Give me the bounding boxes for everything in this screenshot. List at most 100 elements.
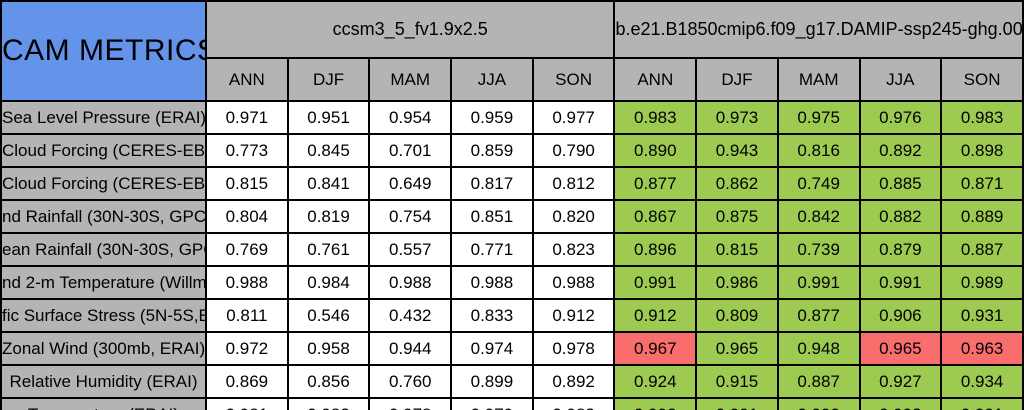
table-row: Sea Level Pressure (ERAI) 0.971 0.951 0.954… [0,100,1024,135]
metric-value-cell: 0.991 [776,265,861,300]
metric-value-cell: 0.887 [940,232,1024,267]
metric-value-cell: 0.816 [776,133,861,168]
metric-value-cell: 0.892 [858,133,943,168]
metric-value-cell: 0.815 [205,166,289,201]
metric-value-cell: 0.971 [205,100,289,135]
model-header-row: CAM METRICS ccsm3_5_fv1.9x2.5 b.e21.B185… [0,0,1024,102]
metric-value-cell: 0.989 [940,265,1024,300]
metric-value-cell: 0.992 [613,397,698,410]
metric-value-cell: 0.841 [286,166,371,201]
metric-value-cell: 0.924 [613,364,698,399]
season-header-jja: JJA [450,57,534,102]
metric-value-cell: 0.889 [940,199,1024,234]
metric-value-cell: 0.959 [450,100,534,135]
metric-value-cell: 0.927 [858,364,943,399]
metric-value-cell: 0.869 [205,364,289,399]
metric-value-cell: 0.790 [531,133,616,168]
metric-value-cell: 0.988 [368,265,453,300]
metric-value-cell: 0.833 [450,298,534,333]
metric-value-cell: 0.819 [286,199,371,234]
metric-label: nd 2-m Temperature (Willmo [0,265,207,300]
metric-value-cell: 0.991 [695,397,779,410]
metric-value-cell: 0.773 [205,133,289,168]
table-row: ean Rainfall (30N-30S, GPC 0.769 0.761 0.55… [0,232,1024,267]
metric-value-cell: 0.974 [450,331,534,366]
metric-value-cell: 0.885 [858,166,943,201]
metric-value-cell: 0.934 [940,364,1024,399]
metric-value-cell: 0.701 [368,133,453,168]
metric-value-cell: 0.804 [205,199,289,234]
metric-value-cell: 0.557 [368,232,453,267]
metric-value-cell: 0.983 [531,397,616,410]
table-row: Cloud Forcing (CERES-EB 0.773 0.845 0.701 0.… [0,133,1024,168]
metric-value-cell: 0.983 [286,397,371,410]
metric-value-cell: 0.978 [368,397,453,410]
metric-value-cell: 0.867 [613,199,698,234]
metric-value-cell: 0.887 [776,364,861,399]
metric-value-cell: 0.906 [858,298,943,333]
metric-value-cell: 0.817 [450,166,534,201]
metric-value-cell: 0.986 [695,265,779,300]
metric-label: Cloud Forcing (CERES-EB [0,133,207,168]
metric-value-cell: 0.859 [450,133,534,168]
metric-value-cell: 0.993 [858,397,943,410]
metric-value-cell: 0.965 [858,331,943,366]
metric-value-cell: 0.896 [613,232,698,267]
metric-value-cell: 0.769 [205,232,289,267]
metric-value-cell: 0.948 [776,331,861,366]
metric-value-cell: 0.931 [940,298,1024,333]
table-row: Zonal Wind (300mb, ERAI) 0.972 0.958 0.944 0… [0,331,1024,366]
season-header-ann: ANN [205,57,289,102]
metric-value-cell: 0.432 [368,298,453,333]
metric-value-cell: 0.912 [613,298,698,333]
season-header-djf: DJF [286,57,371,102]
metric-value-cell: 0.967 [613,331,698,366]
metric-value-cell: 0.944 [368,331,453,366]
metric-value-cell: 0.649 [368,166,453,201]
metric-value-cell: 0.882 [858,199,943,234]
metric-value-cell: 0.890 [613,133,698,168]
metric-value-cell: 0.842 [776,199,861,234]
metric-value-cell: 0.943 [695,133,779,168]
metric-value-cell: 0.761 [286,232,371,267]
season-header-son: SON [531,57,616,102]
metric-value-cell: 0.954 [368,100,453,135]
metric-value-cell: 0.984 [286,265,371,300]
metric-label: Temperature (ERAI) [0,397,207,410]
table-row: fic Surface Stress (5N-5S,E 0.811 0.546 0.4… [0,298,1024,333]
metric-value-cell: 0.988 [450,265,534,300]
metric-value-cell: 0.975 [776,100,861,135]
metric-label: fic Surface Stress (5N-5S,E [0,298,207,333]
metric-value-cell: 0.546 [286,298,371,333]
metric-value-cell: 0.812 [531,166,616,201]
metric-label: Zonal Wind (300mb, ERAI) [0,331,207,366]
metric-value-cell: 0.976 [858,100,943,135]
metric-value-cell: 0.749 [776,166,861,201]
metric-value-cell: 0.963 [940,331,1024,366]
metric-value-cell: 0.988 [531,265,616,300]
table-row: nd Rainfall (30N-30S, GPC 0.804 0.819 0.754… [0,199,1024,234]
metric-value-cell: 0.912 [531,298,616,333]
metric-value-cell: 0.879 [858,232,943,267]
season-header-djf: DJF [695,57,779,102]
table-row: nd 2-m Temperature (Willmo 0.988 0.984 0.98… [0,265,1024,300]
table-row: Relative Humidity (ERAI) 0.869 0.856 0.760 0… [0,364,1024,399]
metric-value-cell: 0.972 [205,331,289,366]
metric-value-cell: 0.973 [695,100,779,135]
metric-label: Cloud Forcing (CERES-EB [0,166,207,201]
table-body: Sea Level Pressure (ERAI) 0.971 0.951 0.954… [0,100,1024,410]
metric-value-cell: 0.820 [531,199,616,234]
metric-label: ean Rainfall (30N-30S, GPC [0,232,207,267]
metric-value-cell: 0.892 [531,364,616,399]
metric-value-cell: 0.991 [940,397,1024,410]
metric-value-cell: 0.981 [205,397,289,410]
metric-value-cell: 0.760 [368,364,453,399]
season-header-mam: MAM [368,57,453,102]
metric-label: Relative Humidity (ERAI) [0,364,207,399]
metric-value-cell: 0.739 [776,232,861,267]
table-title: CAM METRICS [0,0,207,102]
metric-value-cell: 0.983 [940,100,1024,135]
season-header-row: ANN DJF MAM JJA SON ANN DJF MAM JJA SON [1,57,1024,102]
season-header-son: SON [940,57,1024,102]
